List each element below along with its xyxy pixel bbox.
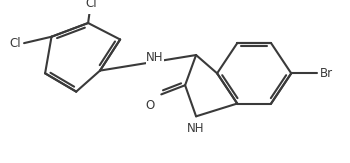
Text: NH: NH [187, 122, 205, 135]
Text: Cl: Cl [10, 37, 21, 50]
Text: Cl: Cl [85, 0, 97, 10]
Text: NH: NH [146, 51, 164, 64]
Text: O: O [146, 99, 155, 112]
Text: Br: Br [320, 67, 333, 80]
